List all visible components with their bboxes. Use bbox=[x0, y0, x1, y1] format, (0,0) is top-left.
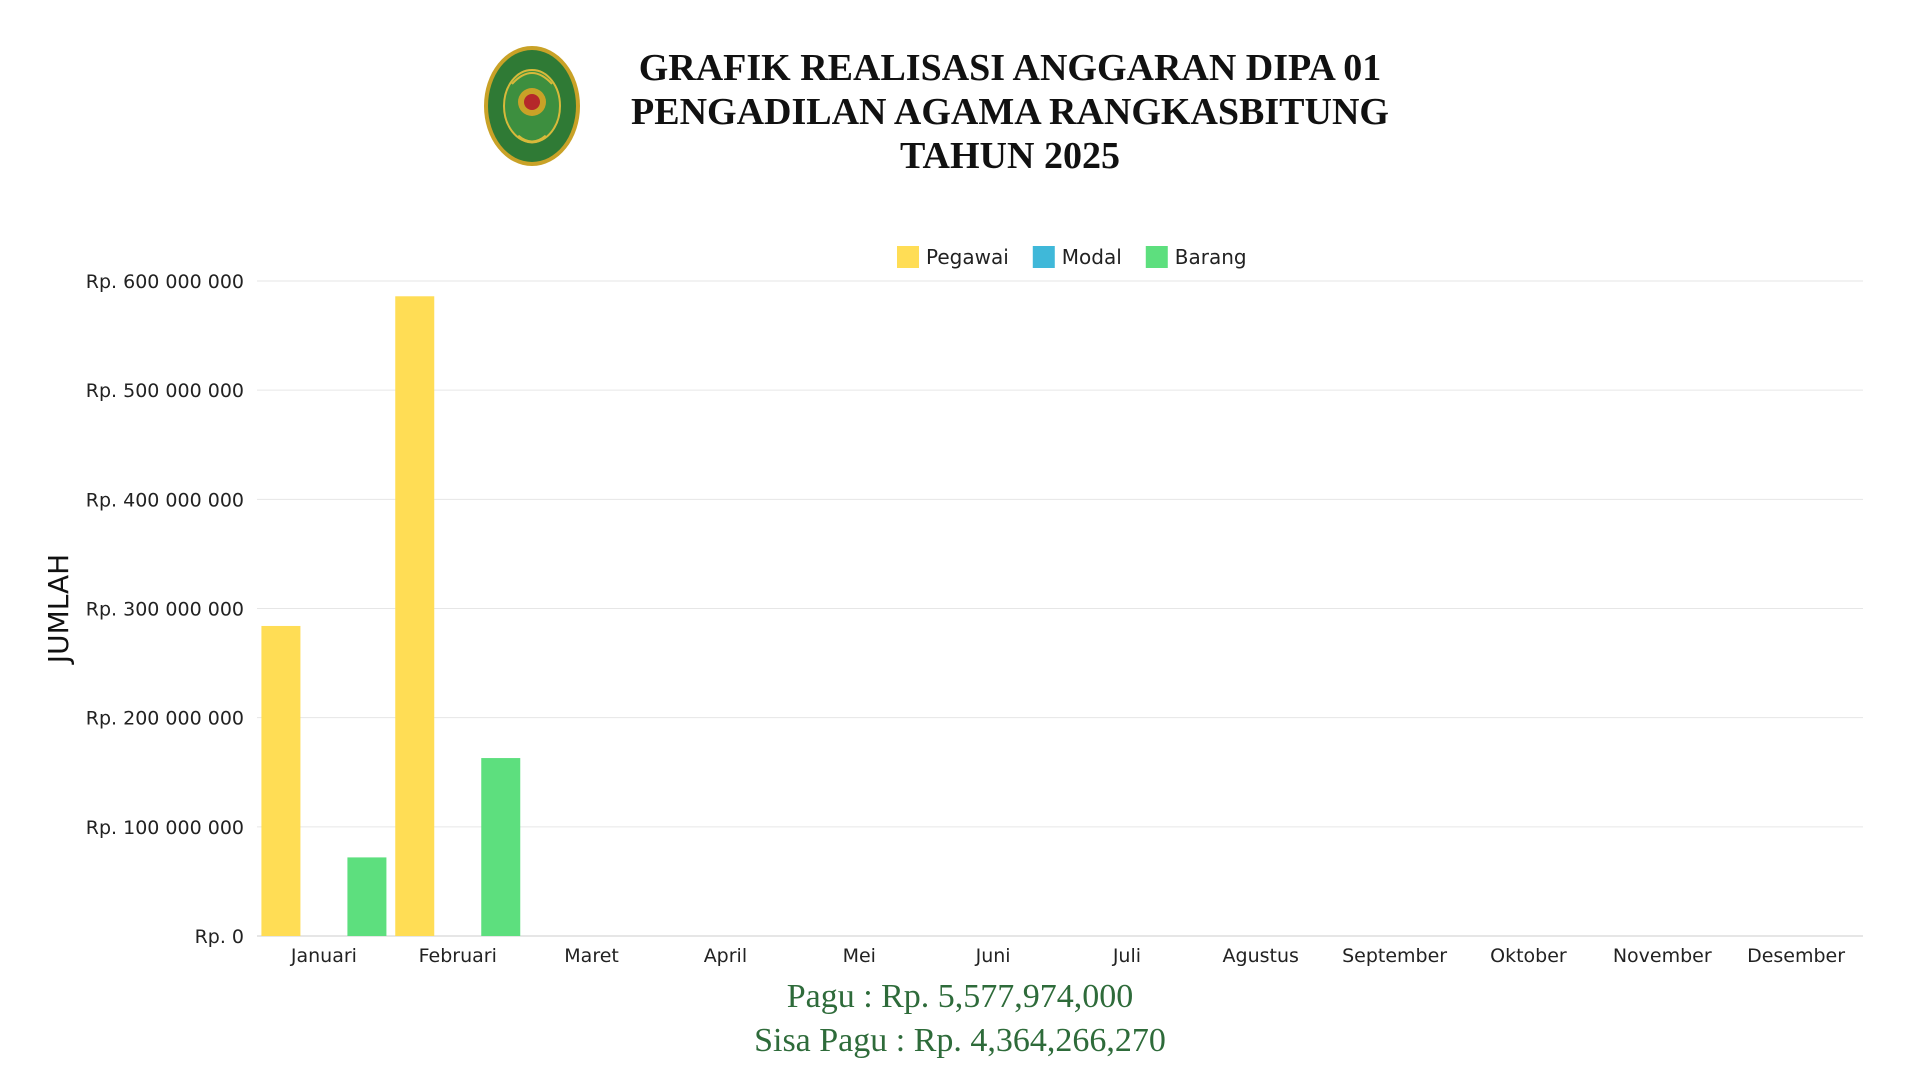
x-tick-label: November bbox=[1613, 945, 1712, 967]
x-tick-label: Oktober bbox=[1490, 945, 1567, 967]
x-tick-label: Juli bbox=[1112, 945, 1141, 967]
title-line-2: PENGADILAN AGAMA RANGKASBITUNG bbox=[631, 91, 1389, 133]
bar-chart: Rp. 0 Rp. 100 000 000 Rp. 200 000 000 Rp. 3… bbox=[42, 245, 1863, 967]
x-tick-label: Juni bbox=[975, 945, 1011, 967]
bar-pegawai-februari bbox=[395, 296, 435, 936]
legend-label-barang: Barang bbox=[1175, 245, 1247, 269]
legend-label-pegawai: Pegawai bbox=[926, 245, 1009, 269]
y-tick-label: Rp. 300 000 000 bbox=[86, 599, 244, 621]
y-tick-label: Rp. 200 000 000 bbox=[86, 708, 244, 730]
y-tick-label: Rp. 100 000 000 bbox=[86, 817, 244, 839]
x-tick-label: Desember bbox=[1747, 945, 1845, 967]
y-tick-label: Rp. 500 000 000 bbox=[86, 380, 244, 402]
bar-barang-januari bbox=[347, 857, 387, 936]
y-tick-label: Rp. 400 000 000 bbox=[86, 489, 244, 511]
x-tick-label: Agustus bbox=[1223, 945, 1299, 967]
x-tick-label: Januari bbox=[290, 945, 357, 967]
legend-swatch-pegawai bbox=[897, 246, 919, 268]
legend-label-modal: Modal bbox=[1062, 245, 1122, 269]
y-tick-label: Rp. 600 000 000 bbox=[86, 271, 244, 293]
chart-title: GRAFIK REALISASI ANGGARAN DIPA 01 PENGAD… bbox=[560, 46, 1460, 178]
x-tick-label: April bbox=[704, 945, 747, 967]
x-tick-label: Maret bbox=[564, 945, 619, 967]
pagu-text: Pagu : Rp. 5,577,974,000 bbox=[786, 978, 1134, 1015]
bar-barang-februari bbox=[481, 758, 521, 936]
title-line-1: GRAFIK REALISASI ANGGARAN DIPA 01 bbox=[638, 47, 1382, 89]
y-axis-label: JUMLAH bbox=[42, 554, 75, 665]
legend-swatch-barang bbox=[1145, 246, 1168, 268]
x-tick-label: September bbox=[1342, 945, 1447, 967]
sisa-pagu-text: Sisa Pagu : Rp. 4,364,266,270 bbox=[754, 1022, 1166, 1059]
title-line-3: TAHUN 2025 bbox=[900, 135, 1120, 177]
court-emblem-icon bbox=[484, 46, 580, 166]
x-tick-label: Mei bbox=[843, 945, 876, 967]
x-tick-label: Februari bbox=[419, 945, 497, 967]
y-tick-label: Rp. 0 bbox=[195, 926, 244, 948]
legend-swatch-modal bbox=[1032, 246, 1055, 268]
bar-pegawai-januari bbox=[261, 625, 301, 936]
